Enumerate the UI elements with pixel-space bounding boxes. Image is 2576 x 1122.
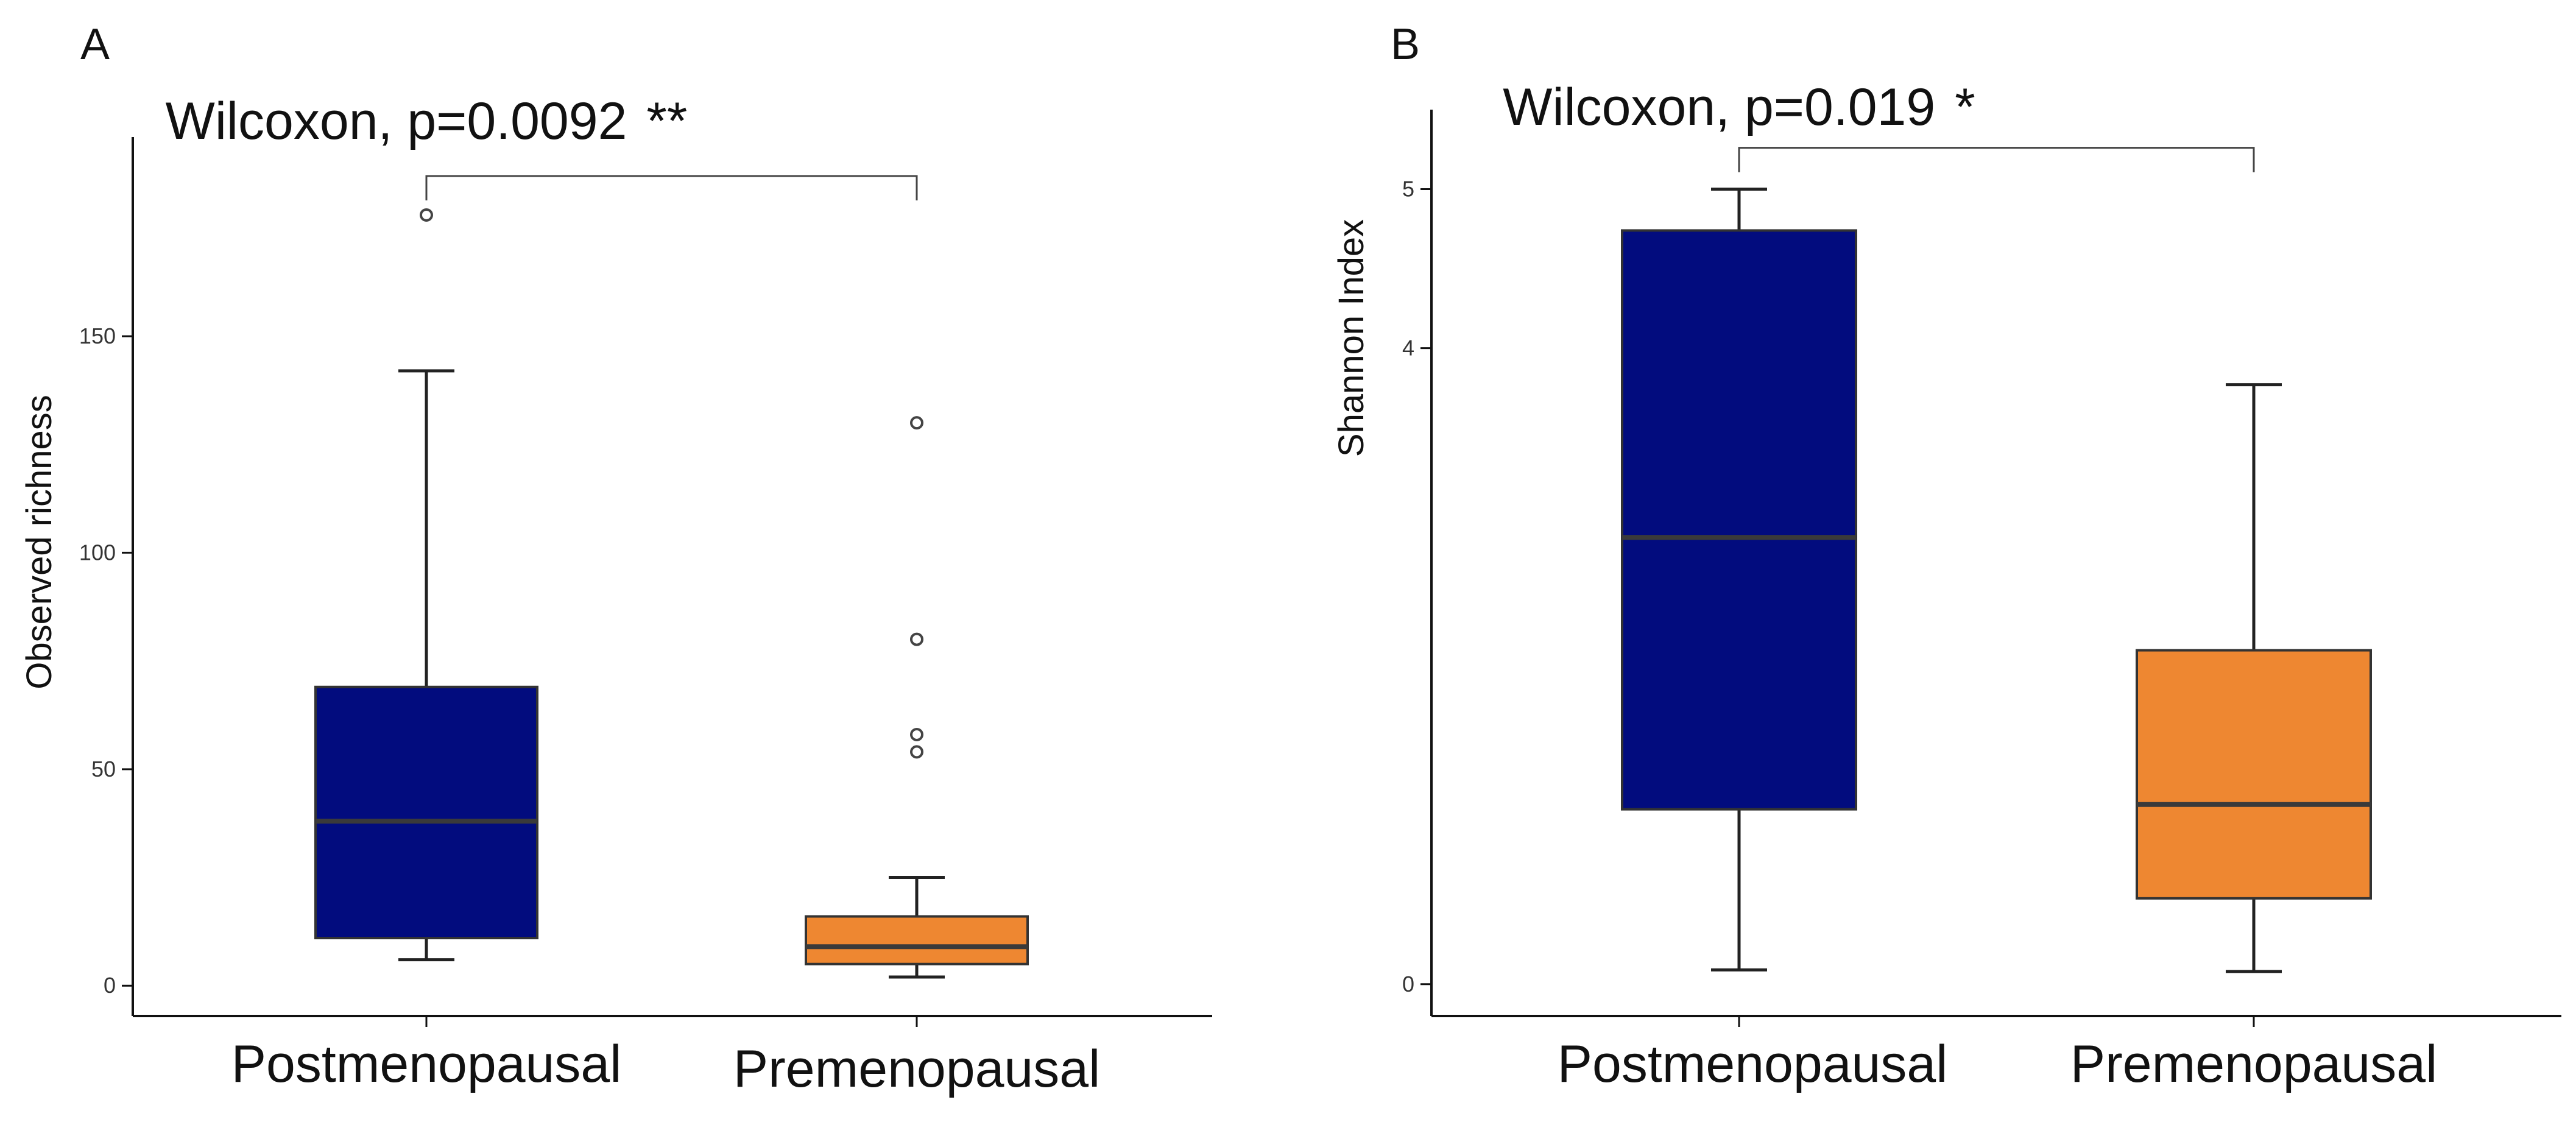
panel-b-plot-area: 0 4 5 — [1402, 110, 2561, 1027]
panel-b-y-axis-title: Shannon Index — [1332, 219, 1371, 457]
panel-b: B Shannon Index Wilcoxon, p=0.019 * 0 4 5 P… — [1332, 20, 2561, 1093]
panel-a-postmenopausal-box — [314, 685, 538, 940]
panel-b-letter: B — [1391, 20, 1420, 69]
panel-b-postmenopausal-box — [1621, 229, 1857, 811]
panel-a-premenopausal-outlier — [910, 632, 923, 646]
panel-b-x-tick-label-premenopausal: Premenopausal — [2070, 1035, 2437, 1093]
panel-a-y-tick-label-0: 0 — [104, 973, 116, 998]
panel-a-plot-area: 0 50 100 150 — [79, 137, 1212, 1027]
panel-a-y-tick-label-150: 150 — [79, 323, 116, 348]
panel-b-y-tick-label-4: 4 — [1402, 336, 1414, 361]
panel-a-premenopausal-outlier — [910, 745, 923, 759]
panel-a-x-tick-label-premenopausal: Premenopausal — [733, 1040, 1100, 1098]
panel-a: A Observed richness Wilcoxon, p=0.0092 **… — [19, 20, 1212, 1098]
panel-a-letter: A — [80, 20, 110, 69]
panel-b-significance-bracket — [1738, 147, 2255, 172]
panel-a-y-axis-title: Observed richness — [19, 395, 59, 690]
panel-a-premenopausal-box — [805, 915, 1029, 965]
panel-b-y-tick-label-0: 0 — [1402, 972, 1414, 997]
panel-a-y-tick-label-50: 50 — [91, 757, 116, 782]
panel-a-x-tick-label-postmenopausal: Postmenopausal — [231, 1035, 622, 1093]
panel-a-significance-bracket — [425, 175, 918, 200]
panel-a-postmenopausal-outlier — [420, 208, 433, 222]
panel-a-significance-label: Wilcoxon, p=0.0092 ** — [166, 92, 688, 150]
panel-b-y-tick-label-5: 5 — [1402, 177, 1414, 202]
panel-b-x-tick-label-postmenopausal: Postmenopausal — [1558, 1035, 1948, 1093]
panel-a-y-tick-label-100: 100 — [79, 540, 116, 565]
panel-a-premenopausal-outlier — [910, 727, 923, 741]
panel-a-premenopausal-outlier — [910, 416, 923, 430]
panel-b-significance-label: Wilcoxon, p=0.019 * — [1503, 78, 1975, 136]
panel-b-premenopausal-box — [2136, 649, 2372, 900]
